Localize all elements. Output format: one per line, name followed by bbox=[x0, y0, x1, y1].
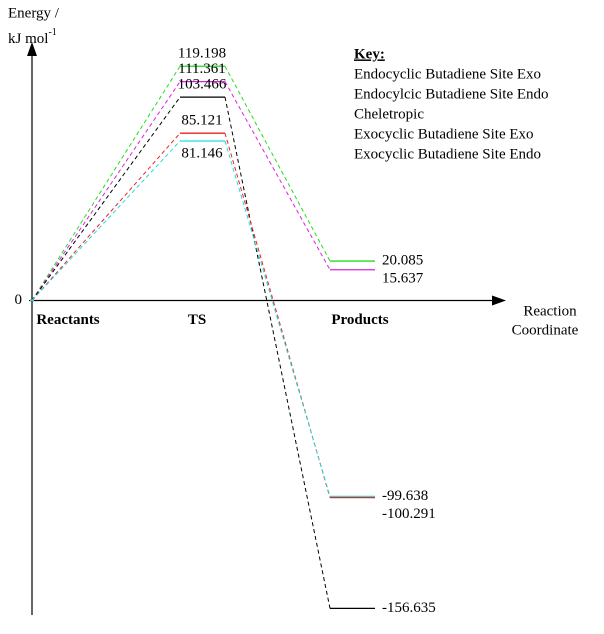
legend-label: Cheletropic bbox=[354, 106, 424, 122]
legend-label: Endocyclic Butadiene Site Exo bbox=[354, 66, 541, 82]
connector bbox=[224, 65, 331, 262]
y-axis-arrow bbox=[27, 42, 37, 56]
y-tick-label: 0 bbox=[15, 292, 23, 308]
x-axis-arrow bbox=[492, 295, 506, 306]
value-label: 20.085 bbox=[382, 252, 423, 268]
x-tick-label: Products bbox=[331, 312, 388, 328]
connector bbox=[31, 81, 181, 301]
y-label: Energy / bbox=[8, 5, 60, 21]
y-label-unit-text: kJ mol bbox=[8, 31, 48, 47]
x-label: Reaction bbox=[523, 303, 577, 319]
legend-label: Endocylcic Butadiene Site Endo bbox=[354, 86, 549, 102]
value-label: 85.121 bbox=[181, 113, 222, 129]
x-label: Coordinate bbox=[512, 322, 579, 338]
value-label: -99.638 bbox=[382, 488, 428, 504]
y-label-unit: kJ mol-1 bbox=[8, 27, 57, 47]
value-label: 15.637 bbox=[382, 270, 424, 286]
x-tick-label: TS bbox=[188, 312, 206, 328]
legend-title: Key: bbox=[354, 46, 385, 62]
value-label: 119.198 bbox=[178, 46, 226, 62]
connector bbox=[31, 96, 181, 301]
x-tick-label: Reactants bbox=[36, 312, 99, 328]
connector bbox=[31, 132, 181, 301]
value-label: -156.635 bbox=[382, 600, 436, 616]
value-label: 111.361 bbox=[178, 61, 226, 77]
value-label: 103.466 bbox=[178, 77, 227, 93]
connector bbox=[31, 140, 181, 301]
legend-label: Exocyclic Butadiene Site Exo bbox=[354, 126, 534, 142]
y-label-exponent: -1 bbox=[48, 27, 56, 38]
connector bbox=[224, 133, 331, 498]
value-label: -100.291 bbox=[382, 506, 436, 522]
connector bbox=[224, 140, 331, 497]
legend-label: Exocyclic Butadiene Site Endo bbox=[354, 146, 541, 162]
connector bbox=[224, 81, 331, 271]
connector bbox=[224, 97, 331, 609]
connector bbox=[31, 65, 181, 301]
value-label: 81.146 bbox=[181, 145, 223, 161]
